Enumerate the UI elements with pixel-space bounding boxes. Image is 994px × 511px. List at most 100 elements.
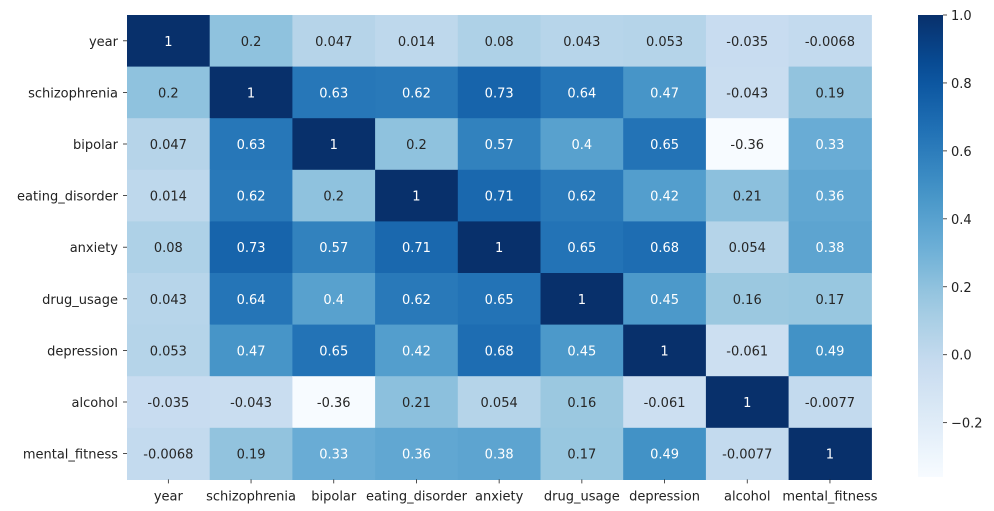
heatmap-cell-drug_usage-depression <box>623 273 707 326</box>
cell-value-label: 0.19 <box>815 86 844 101</box>
cell-value-label: 0.36 <box>402 448 431 463</box>
cell-value-label: -0.0077 <box>722 448 772 463</box>
cell-value-label: 0.42 <box>650 190 679 205</box>
heatmap-cell-schizophrenia-mental_fitness <box>788 66 872 119</box>
heatmap-cell-year-year <box>127 15 211 68</box>
heatmap-cell-drug_usage-drug_usage <box>540 273 624 326</box>
column-label-bipolar: bipolar <box>311 489 357 504</box>
row-labels: year schizophrenia bipolar eating_disordera… <box>17 35 127 463</box>
heatmap-cell-year-bipolar <box>292 15 376 68</box>
heatmap-cell-mental_fitness-alcohol <box>705 427 790 480</box>
cell-value-label: 1 <box>660 344 668 359</box>
cell-value-label: 0.054 <box>729 241 766 256</box>
cell-value-label: 0.047 <box>315 35 352 50</box>
cell-value-label: 0.63 <box>319 86 348 101</box>
cell-value-label: 0.2 <box>158 86 179 101</box>
row-label-bipolar: bipolar <box>73 138 119 153</box>
heatmap-cell-year-eating_disorder <box>375 15 459 68</box>
cell-value-label: -0.36 <box>317 396 351 411</box>
heatmap-cell-bipolar-anxiety <box>457 118 542 171</box>
cell-value-label: 0.73 <box>237 241 266 256</box>
heatmap-cell-depression-schizophrenia <box>209 324 293 377</box>
cell-value-label: 1 <box>578 293 586 308</box>
colorbar-tick-label: 0.8 <box>951 77 972 92</box>
heatmap-cells: 1 0.2 0.047 0.014 0.08 0.043 0.053 -0.035 -0.006… <box>127 15 872 480</box>
colorbar: −0.2 0.0 0.2 0.4 0.6 0.8 1.0 <box>918 9 983 477</box>
cell-value-label: 0.08 <box>154 241 183 256</box>
heatmap-cell-eating_disorder-mental_fitness <box>788 169 872 222</box>
column-label-drug_usage: drug_usage <box>544 489 620 504</box>
cell-value-label: 0.62 <box>402 293 431 308</box>
cell-value-label: 0.49 <box>815 344 844 359</box>
heatmap-cell-year-mental_fitness <box>788 15 872 68</box>
heatmap-cell-alcohol-schizophrenia <box>209 376 293 429</box>
heatmap-cell-anxiety-alcohol <box>705 221 790 274</box>
cell-value-label: 0.57 <box>319 241 348 256</box>
heatmap-cell-alcohol-anxiety <box>457 376 542 429</box>
cell-value-label: 0.62 <box>237 190 266 205</box>
heatmap-cell-year-anxiety <box>457 15 542 68</box>
heatmap-cell-mental_fitness-schizophrenia <box>209 427 293 480</box>
column-label-year: year <box>154 489 184 504</box>
cell-value-label: 0.053 <box>646 35 683 50</box>
heatmap-cell-drug_usage-alcohol <box>705 273 790 326</box>
cell-value-label: 0.17 <box>567 448 596 463</box>
heatmap-cell-depression-eating_disorder <box>375 324 459 377</box>
cell-value-label: 0.2 <box>406 138 427 153</box>
row-label-schizophrenia: schizophrenia <box>28 86 118 101</box>
cell-value-label: 1 <box>743 396 751 411</box>
cell-value-label: 0.21 <box>402 396 431 411</box>
heatmap-cell-mental_fitness-eating_disorder <box>375 427 459 480</box>
heatmap-cell-eating_disorder-schizophrenia <box>209 169 293 222</box>
cell-value-label: 0.38 <box>485 448 514 463</box>
heatmap-cell-alcohol-depression <box>623 376 707 429</box>
heatmap-cell-bipolar-year <box>127 118 211 171</box>
heatmap-cell-bipolar-mental_fitness <box>788 118 872 171</box>
colorbar-gradient <box>918 15 943 477</box>
heatmap-cell-mental_fitness-mental_fitness <box>788 427 872 480</box>
cell-value-label: -0.0068 <box>143 448 193 463</box>
heatmap-cell-bipolar-eating_disorder <box>375 118 459 171</box>
heatmap-cell-mental_fitness-anxiety <box>457 427 542 480</box>
heatmap-cell-eating_disorder-anxiety <box>457 169 542 222</box>
cell-value-label: 1 <box>412 190 420 205</box>
heatmap-cell-alcohol-eating_disorder <box>375 376 459 429</box>
cell-value-label: -0.0068 <box>805 35 855 50</box>
cell-value-label: 1 <box>164 35 172 50</box>
row-label-mental_fitness: mental_fitness <box>23 448 118 463</box>
heatmap-cell-depression-mental_fitness <box>788 324 872 377</box>
heatmap-cell-schizophrenia-eating_disorder <box>375 66 459 119</box>
column-label-depression: depression <box>629 489 700 504</box>
heatmap-cell-drug_usage-anxiety <box>457 273 542 326</box>
cell-value-label: 0.38 <box>815 241 844 256</box>
heatmap-cell-eating_disorder-bipolar <box>292 169 376 222</box>
heatmap-cell-eating_disorder-alcohol <box>705 169 790 222</box>
heatmap-cell-alcohol-alcohol <box>705 376 790 429</box>
cell-value-label: 0.19 <box>237 448 266 463</box>
cell-value-label: 0.64 <box>237 293 266 308</box>
heatmap-cell-alcohol-drug_usage <box>540 376 624 429</box>
colorbar-tick-label: 1.0 <box>951 9 972 24</box>
cell-value-label: 1 <box>495 241 503 256</box>
heatmap-cell-depression-bipolar <box>292 324 376 377</box>
cell-value-label: 0.45 <box>650 293 679 308</box>
heatmap-cell-drug_usage-eating_disorder <box>375 273 459 326</box>
cell-value-label: 0.68 <box>650 241 679 256</box>
heatmap-cell-depression-alcohol <box>705 324 790 377</box>
cell-value-label: 0.21 <box>733 190 762 205</box>
cell-value-label: -0.043 <box>230 396 272 411</box>
cell-value-label: 0.16 <box>567 396 596 411</box>
heatmap-cell-eating_disorder-drug_usage <box>540 169 624 222</box>
column-label-eating_disorder: eating_disorder <box>366 489 468 504</box>
heatmap-cell-drug_usage-year <box>127 273 211 326</box>
cell-value-label: -0.0077 <box>805 396 855 411</box>
heatmap-cell-year-alcohol <box>705 15 790 68</box>
cell-value-label: 0.71 <box>402 241 431 256</box>
cell-value-label: 0.65 <box>567 241 596 256</box>
cell-value-label: -0.043 <box>726 86 768 101</box>
heatmap-cell-depression-depression <box>623 324 707 377</box>
column-label-anxiety: anxiety <box>475 489 524 504</box>
heatmap-cell-eating_disorder-year <box>127 169 211 222</box>
cell-value-label: 0.65 <box>485 293 514 308</box>
